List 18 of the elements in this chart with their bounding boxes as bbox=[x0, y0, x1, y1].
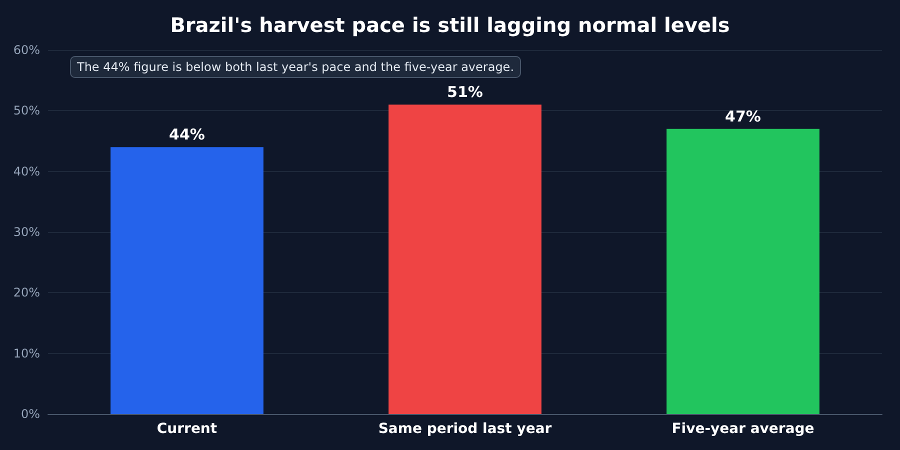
chart-title: Brazil's harvest pace is still lagging normal levels bbox=[170, 13, 730, 37]
x-tick-label: Five-year average bbox=[672, 421, 814, 437]
bar bbox=[666, 128, 820, 414]
y-tick-label: 40% bbox=[13, 164, 40, 178]
annotation: The 44% figure is below both last year's pace and the five-year average. bbox=[76, 60, 514, 74]
data-label: 47% bbox=[725, 107, 761, 126]
y-tick-label: 30% bbox=[13, 225, 40, 239]
y-tick-label: 20% bbox=[13, 286, 40, 300]
y-tick-label: 0% bbox=[20, 407, 40, 421]
data-label: 44% bbox=[169, 126, 205, 144]
y-tick-label: 10% bbox=[13, 346, 40, 360]
bar bbox=[110, 147, 264, 414]
bar bbox=[388, 104, 542, 414]
x-tick-label: Current bbox=[156, 421, 218, 437]
y-tick-label: 50% bbox=[13, 104, 40, 118]
data-label: 51% bbox=[447, 83, 483, 102]
x-tick-label: Same period last year bbox=[378, 421, 552, 437]
y-tick-label: 60% bbox=[13, 43, 40, 57]
